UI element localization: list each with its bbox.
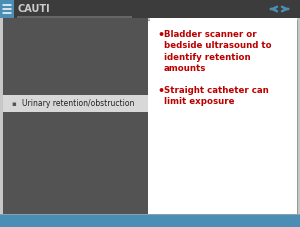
Text: Urinary retention/obstruction: Urinary retention/obstruction bbox=[22, 99, 134, 108]
Bar bbox=[3, 95, 148, 112]
Text: Bladder scanner or
bedside ultrasound to
identify retention
amounts: Bladder scanner or bedside ultrasound to… bbox=[164, 30, 272, 73]
Text: ▪: ▪ bbox=[12, 101, 16, 107]
Bar bbox=[0, 214, 300, 227]
Bar bbox=[3, 20, 297, 215]
Text: •: • bbox=[157, 86, 164, 96]
Bar bbox=[0, 0, 14, 18]
Bar bbox=[150, 18, 297, 214]
Text: Straight catheter can
limit exposure: Straight catheter can limit exposure bbox=[164, 86, 269, 106]
Text: •: • bbox=[157, 30, 164, 40]
Bar bbox=[17, 15, 132, 18]
Text: CAUTI: CAUTI bbox=[17, 4, 50, 14]
Bar bbox=[3, 18, 148, 214]
Bar bbox=[0, 0, 300, 18]
